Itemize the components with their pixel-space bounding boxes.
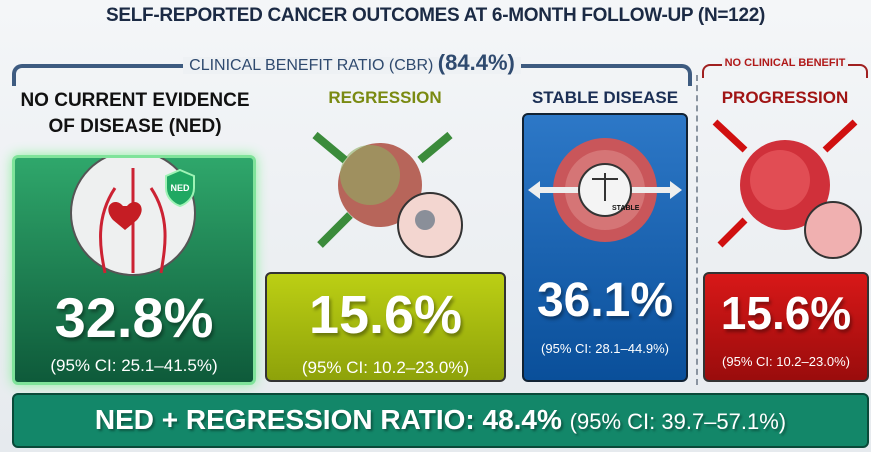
ned-heading: NO CURRENT EVIDENCE OF DISEASE (NED)	[20, 90, 250, 137]
regression-panel: 15.6% (95% CI: 10.2–23.0%)	[265, 272, 506, 382]
stable-heading: STABLE DISEASE	[531, 88, 679, 107]
stable-value: 36.1%	[536, 274, 674, 327]
summary-ci: (95% CI: 39.7–57.1%)	[569, 409, 787, 434]
regression-value: 15.6%	[308, 285, 463, 345]
balance-scale-icon: STABLE	[528, 138, 682, 242]
stable-panel: STABLE 36.1% (95% CI: 28.1–44.9%)	[522, 113, 688, 382]
summary-label: NED + REGRESSION RATIO: 48.4%	[94, 404, 562, 435]
ned-panel: NED 32.8% (95% CI: 25.1–41.5%)	[12, 155, 256, 385]
progression-tumor-icon	[712, 119, 862, 259]
stable-ci: (95% CI: 28.1–44.9%)	[541, 341, 669, 356]
ned-value: 32.8%	[54, 286, 214, 349]
regression-ci: (95% CI: 10.2–23.0%)	[301, 358, 470, 377]
heart-body-icon: NED	[70, 158, 196, 276]
progression-heading: PROGRESSION	[721, 88, 849, 107]
cbr-label: CLINICAL BENEFIT RATIO (CBR) (84.4%)	[12, 50, 692, 76]
progression-panel: 15.6% (95% CI: 10.2–23.0%)	[703, 272, 869, 382]
svg-text:STABLE: STABLE	[612, 205, 640, 212]
page-title: SELF-REPORTED CANCER OUTCOMES AT 6-MONTH…	[105, 5, 766, 26]
regression-tumor-icon	[312, 131, 463, 258]
ned-ci: (95% CI: 25.1–41.5%)	[50, 356, 218, 375]
divider	[696, 75, 698, 385]
no-benefit-label: NO CLINICAL BENEFIT	[702, 57, 868, 69]
progression-ci: (95% CI: 10.2–23.0%)	[722, 354, 850, 369]
summary-bar: NED + REGRESSION RATIO: 48.4% (95% CI: 3…	[12, 393, 869, 448]
svg-text:NED: NED	[170, 183, 190, 193]
progression-value: 15.6%	[720, 287, 852, 339]
regression-heading: REGRESSION	[328, 88, 442, 107]
